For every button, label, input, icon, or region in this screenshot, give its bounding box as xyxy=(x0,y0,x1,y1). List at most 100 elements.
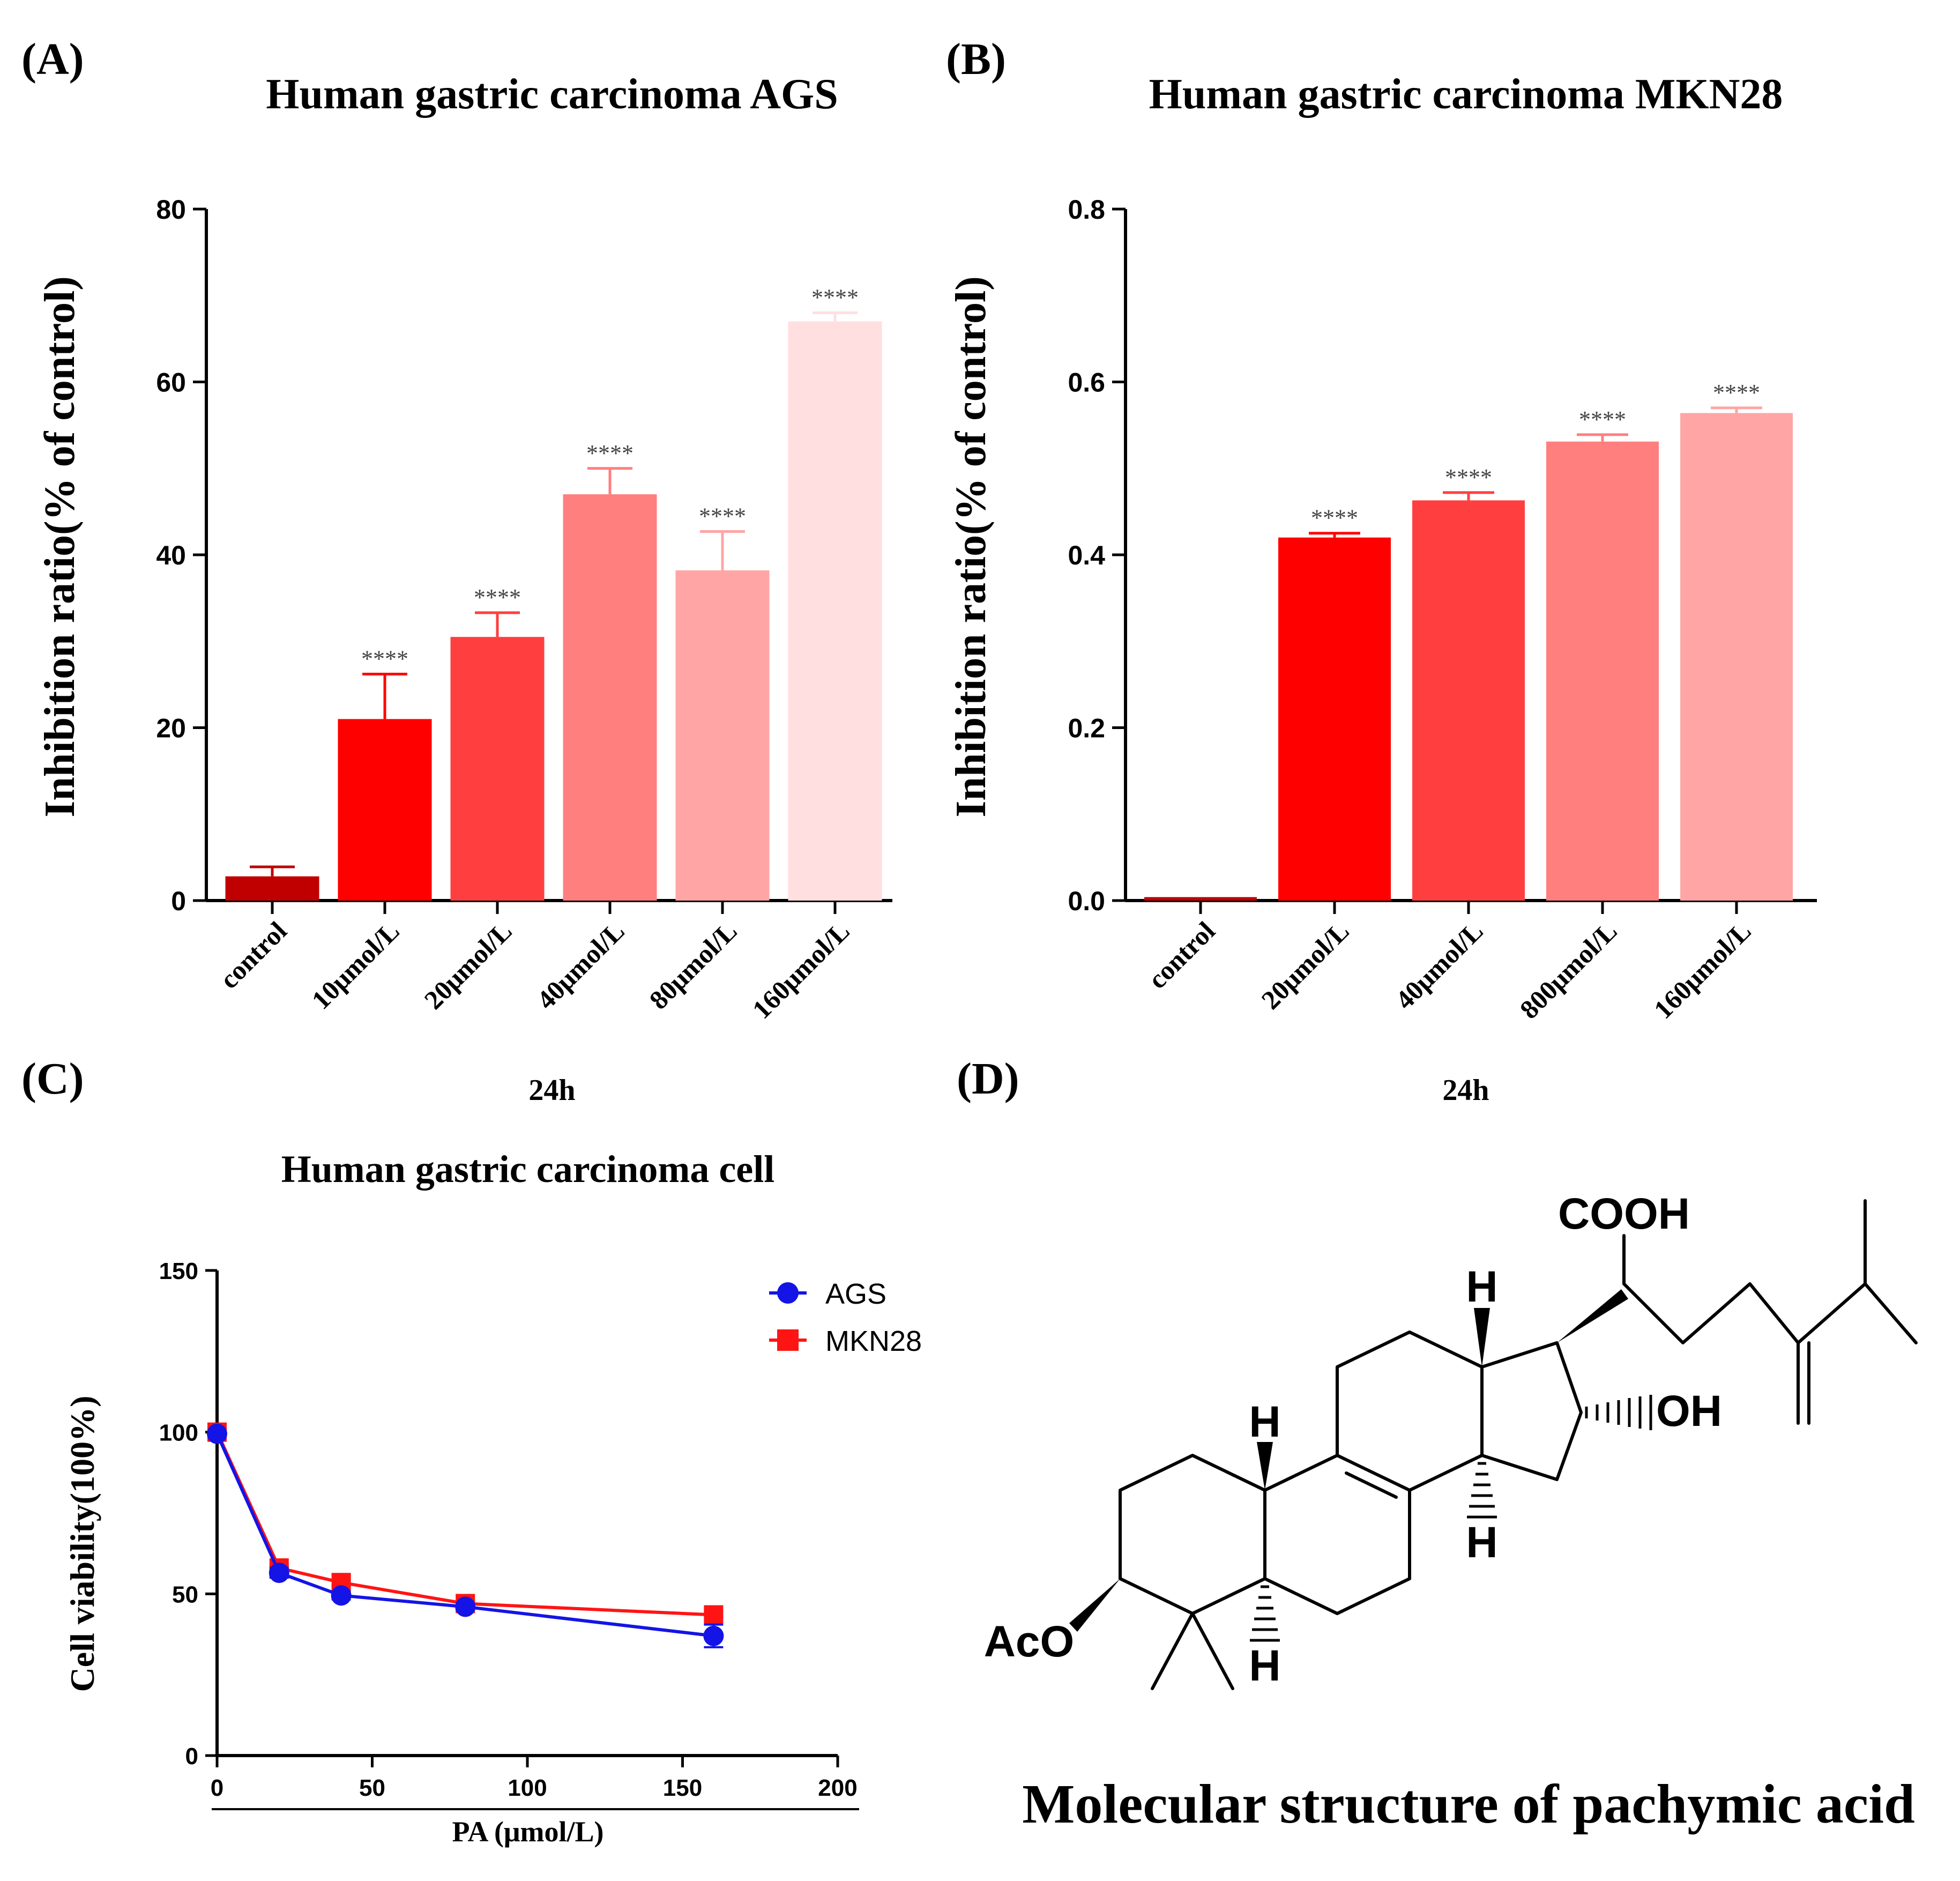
legend-ags-marker xyxy=(777,1282,799,1304)
chart-a-significance-label: **** xyxy=(811,285,859,311)
chart-c-point-ags xyxy=(269,1563,289,1583)
panel-c: (C) Human gastric carcinoma cell PA (μmo… xyxy=(21,1054,922,1848)
chart-c-point-mkn28 xyxy=(704,1605,724,1625)
chart-a-bar xyxy=(338,719,432,901)
chart-a-y-tick-label: 0 xyxy=(171,886,186,916)
chart-a-significance-label: **** xyxy=(361,646,408,672)
hash-bond-h-c5 xyxy=(1250,1585,1280,1642)
chart-c-point-ags xyxy=(207,1423,227,1444)
chart-a-category-label: 20μmol/L xyxy=(418,916,517,1015)
chart-b-y-tick-label: 0.8 xyxy=(1068,195,1105,225)
panel-d-caption: Molecular structure of pachymic acid xyxy=(1022,1773,1915,1835)
legend-ags-label: AGS xyxy=(825,1278,886,1310)
chart-c-y-tick-label: 150 xyxy=(159,1258,198,1284)
chart-a-bar xyxy=(225,876,319,901)
legend-mkn28-marker xyxy=(777,1329,799,1351)
panel-a-title: Human gastric carcinoma AGS xyxy=(266,71,838,118)
chart-c-series-line-mkn28 xyxy=(215,1431,714,1617)
pachymic-acid-structure xyxy=(1119,1199,1918,1690)
chart-a-y-tick-label: 40 xyxy=(156,540,186,570)
ring-b-double-bond xyxy=(1345,1471,1398,1499)
chart-b-category-label: 800μmol/L xyxy=(1514,916,1623,1024)
side-chain-bonds xyxy=(1622,1282,1918,1344)
chart-a-category-label: 10μmol/L xyxy=(305,916,405,1015)
chart-b-category-label: control xyxy=(1142,916,1221,994)
chart-b-bar xyxy=(1680,413,1793,901)
chart-a-bar xyxy=(563,494,657,901)
chart-c-x-tick-label: 200 xyxy=(818,1775,857,1801)
chart-b-bar xyxy=(1278,537,1391,901)
ring-c-bonds xyxy=(1336,1330,1484,1492)
chart-b-y-tick-label: 0.6 xyxy=(1068,368,1105,398)
chart-b-category-label: 40μmol/L xyxy=(1389,916,1488,1015)
panel-b-ylabel: Inhibition ratio(% of control) xyxy=(948,276,995,817)
gem-methyl-1 xyxy=(1151,1612,1194,1690)
chart-b-y-tick-label: 0.4 xyxy=(1068,540,1105,570)
panel-a: (A) Human gastric carcinoma AGS 24h Inhi… xyxy=(21,34,892,1107)
gem-methyl-2 xyxy=(1191,1612,1234,1690)
panel-d: (D) xyxy=(957,1054,1918,1835)
chart-a-category-label: control xyxy=(214,916,293,994)
chart-a-significance-label: **** xyxy=(474,584,521,611)
chart-a-category-label: 40μmol/L xyxy=(531,916,630,1015)
atom-cooh: COOH xyxy=(1558,1189,1690,1238)
atom-h-c14: H xyxy=(1466,1518,1497,1567)
panel-c-label: (C) xyxy=(21,1054,84,1104)
chart-b-significance-label: **** xyxy=(1713,380,1760,406)
chart-c-y-tick-label: 100 xyxy=(159,1420,198,1446)
wedge-bond-h-top xyxy=(1474,1308,1490,1367)
chart-b-category-label: 160μmol/L xyxy=(1648,916,1757,1024)
atom-h-c5: H xyxy=(1249,1641,1280,1690)
chart-b-y-tick-label: 0.2 xyxy=(1068,713,1105,744)
chart-b-bar xyxy=(1546,441,1659,901)
ring-b-bonds xyxy=(1263,1454,1411,1615)
panel-a-xlabel: 24h xyxy=(528,1074,575,1107)
chart-b-bar xyxy=(1412,500,1525,901)
wedge-bond-sidechain xyxy=(1557,1289,1628,1343)
chart-a-y-tick-label: 80 xyxy=(156,195,186,225)
chart-b-significance-label: **** xyxy=(1445,464,1492,490)
chart-c-legend: AGS MKN28 xyxy=(769,1278,922,1357)
hash-bond-h-c14 xyxy=(1467,1462,1497,1519)
chart-c-x-tick-label: 150 xyxy=(663,1775,702,1801)
chart-b-significance-label: **** xyxy=(1579,406,1626,433)
ring-d-bonds xyxy=(1480,1341,1583,1481)
panel-c-xlabel: PA (μmol/L) xyxy=(452,1816,603,1848)
chart-c-point-ags xyxy=(331,1585,352,1606)
wedge-bond-h-left xyxy=(1257,1442,1273,1490)
panel-a-label: (A) xyxy=(21,34,84,84)
chart-c-y-tick-label: 50 xyxy=(172,1581,198,1608)
atom-h-left: H xyxy=(1249,1397,1280,1446)
chart-c-x-tick-label: 100 xyxy=(508,1775,547,1801)
panel-c-title: Human gastric carcinoma cell xyxy=(281,1148,775,1191)
panel-b-label: (B) xyxy=(946,34,1006,84)
chart-a-significance-label: **** xyxy=(586,440,634,466)
chart-b-significance-label: **** xyxy=(1311,505,1358,531)
chart-a-bar xyxy=(450,637,545,901)
ring-a-bonds xyxy=(1119,1454,1266,1615)
atom-aco: AcO xyxy=(984,1617,1075,1666)
chart-a-y-tick-label: 60 xyxy=(156,368,186,398)
legend-mkn28-label: MKN28 xyxy=(825,1325,922,1357)
chart-a-bar xyxy=(788,321,882,901)
panel-b: (B) Human gastric carcinoma MKN28 24h In… xyxy=(946,34,1817,1107)
chart-a-bar xyxy=(675,570,770,901)
chart-c-x-tick-label: 0 xyxy=(211,1775,223,1801)
chart-c-x-tick-label: 50 xyxy=(359,1775,385,1801)
panel-b-title: Human gastric carcinoma MKN28 xyxy=(1149,71,1783,118)
chart-c-y-tick-label: 0 xyxy=(185,1743,198,1770)
chart-b-bar xyxy=(1144,897,1257,901)
atom-oh: OH xyxy=(1656,1387,1722,1436)
chart-a-category-label: 160μmol/L xyxy=(747,916,855,1024)
panel-c-ylabel: Cell viability(100%) xyxy=(63,1396,101,1692)
chart-c-plot: 0 50 100 150 0 50 100 150 200 xyxy=(159,1258,859,1810)
chart-c-point-ags xyxy=(455,1596,476,1617)
panel-d-label: (D) xyxy=(957,1054,1019,1104)
panel-a-ylabel: Inhibition ratio(% of control) xyxy=(36,276,84,817)
wedge-bond-aco xyxy=(1069,1579,1120,1632)
chart-b-category-label: 20μmol/L xyxy=(1255,916,1354,1015)
chart-a-significance-label: **** xyxy=(699,503,746,529)
atom-h-top: H xyxy=(1466,1262,1497,1311)
hash-bond-oh xyxy=(1585,1395,1652,1430)
